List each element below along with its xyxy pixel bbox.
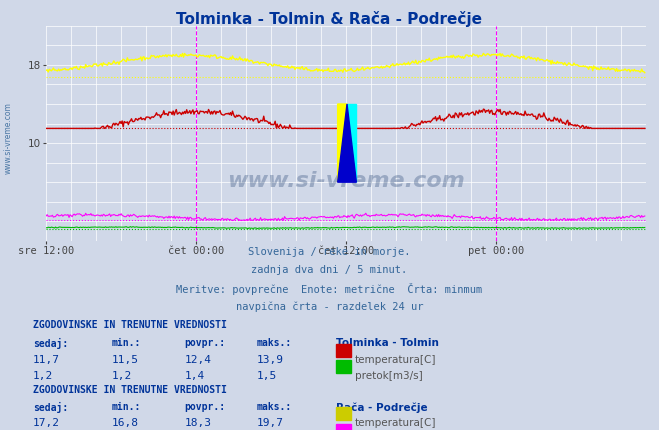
Text: sedaj:: sedaj: xyxy=(33,338,68,349)
Polygon shape xyxy=(337,104,357,182)
Text: 12,4: 12,4 xyxy=(185,355,212,365)
Text: 16,8: 16,8 xyxy=(112,418,139,428)
Text: 17,2: 17,2 xyxy=(33,418,60,428)
Polygon shape xyxy=(347,104,357,182)
Text: www.si-vreme.com: www.si-vreme.com xyxy=(3,101,13,174)
Text: Tolminka - Tolmin: Tolminka - Tolmin xyxy=(336,338,439,347)
Text: min.:: min.: xyxy=(112,402,142,412)
Text: temperatura[C]: temperatura[C] xyxy=(355,418,436,428)
Polygon shape xyxy=(337,104,347,182)
Text: zadnja dva dni / 5 minut.: zadnja dva dni / 5 minut. xyxy=(251,265,408,275)
Text: min.:: min.: xyxy=(112,338,142,347)
Text: Rača - Podrečje: Rača - Podrečje xyxy=(336,402,428,412)
Text: pretok[m3/s]: pretok[m3/s] xyxy=(355,371,422,381)
Text: 11,5: 11,5 xyxy=(112,355,139,365)
Text: www.si-vreme.com: www.si-vreme.com xyxy=(227,171,465,190)
Text: maks.:: maks.: xyxy=(257,402,292,412)
Text: Slovenija / reke in morje.: Slovenija / reke in morje. xyxy=(248,247,411,257)
Text: maks.:: maks.: xyxy=(257,338,292,347)
Text: 11,7: 11,7 xyxy=(33,355,60,365)
Text: 13,9: 13,9 xyxy=(257,355,284,365)
Text: navpična črta - razdelek 24 ur: navpična črta - razdelek 24 ur xyxy=(236,301,423,312)
Text: sedaj:: sedaj: xyxy=(33,402,68,413)
Text: Meritve: povprečne  Enote: metrične  Črta: minmum: Meritve: povprečne Enote: metrične Črta:… xyxy=(177,283,482,295)
Text: povpr.:: povpr.: xyxy=(185,338,225,347)
Text: 1,2: 1,2 xyxy=(33,371,53,381)
Text: 1,4: 1,4 xyxy=(185,371,205,381)
Text: Tolminka - Tolmin & Rača - Podrečje: Tolminka - Tolmin & Rača - Podrečje xyxy=(177,11,482,27)
Text: ZGODOVINSKE IN TRENUTNE VREDNOSTI: ZGODOVINSKE IN TRENUTNE VREDNOSTI xyxy=(33,320,227,330)
Text: 1,2: 1,2 xyxy=(112,371,132,381)
Text: ZGODOVINSKE IN TRENUTNE VREDNOSTI: ZGODOVINSKE IN TRENUTNE VREDNOSTI xyxy=(33,385,227,395)
Text: temperatura[C]: temperatura[C] xyxy=(355,355,436,365)
Text: povpr.:: povpr.: xyxy=(185,402,225,412)
Text: 19,7: 19,7 xyxy=(257,418,284,428)
Text: 1,5: 1,5 xyxy=(257,371,277,381)
Text: 18,3: 18,3 xyxy=(185,418,212,428)
